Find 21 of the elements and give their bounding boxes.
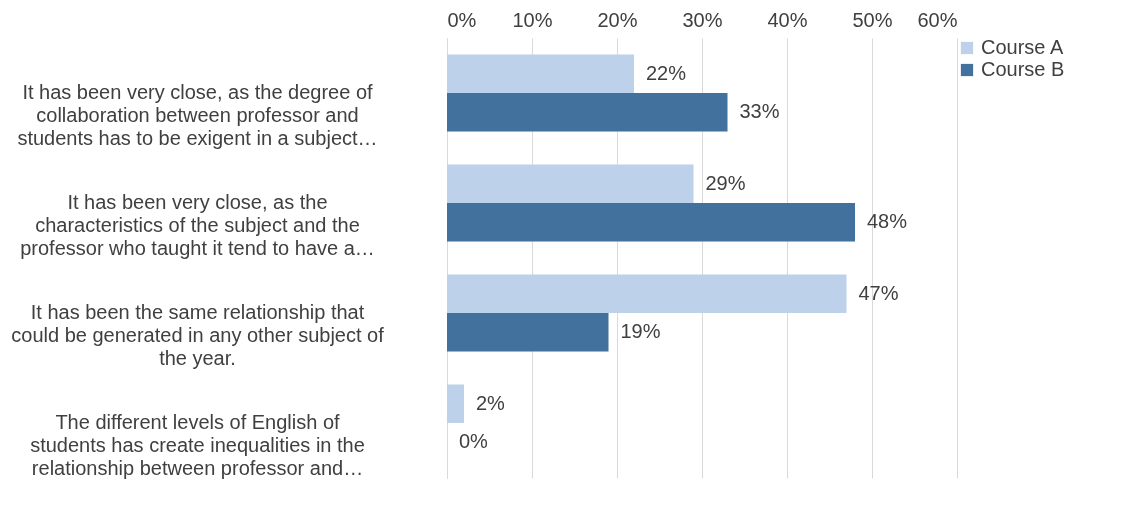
x-tick-label: 60% — [917, 8, 958, 31]
y-tick-label: The different levels of English of students has create inequalities in the relationship between professor and… — [30, 411, 365, 479]
x-tick-label: 10% — [512, 8, 553, 31]
data-label: 47% — [858, 281, 899, 304]
data-label: 19% — [620, 320, 661, 343]
y-tick-label: It has been very close, as the degree of collaboration between professor and students has to be exigent in a subject… — [17, 81, 378, 149]
x-tick-label: 30% — [682, 8, 723, 31]
x-tick-label: 20% — [597, 8, 638, 31]
data-label: 2% — [476, 391, 506, 414]
x-tick-label: 40% — [767, 8, 808, 31]
y-tick-label: It has been very close, as the characteristics of the subject and the professor who taught it tend to have a… — [20, 191, 375, 259]
data-label: 0% — [459, 430, 489, 453]
data-label: 22% — [646, 61, 687, 84]
y-tick-label: It has been the same relationship that could be generated in any other subject of the year. — [11, 301, 385, 369]
data-label: 48% — [867, 210, 908, 233]
x-tick-label: 50% — [852, 8, 893, 31]
legend-label: Course B — [981, 58, 1065, 80]
x-tick-label: 0% — [447, 8, 477, 31]
data-label: 29% — [705, 171, 746, 194]
legend-label: Course A — [981, 36, 1064, 58]
data-label: 33% — [739, 100, 780, 123]
